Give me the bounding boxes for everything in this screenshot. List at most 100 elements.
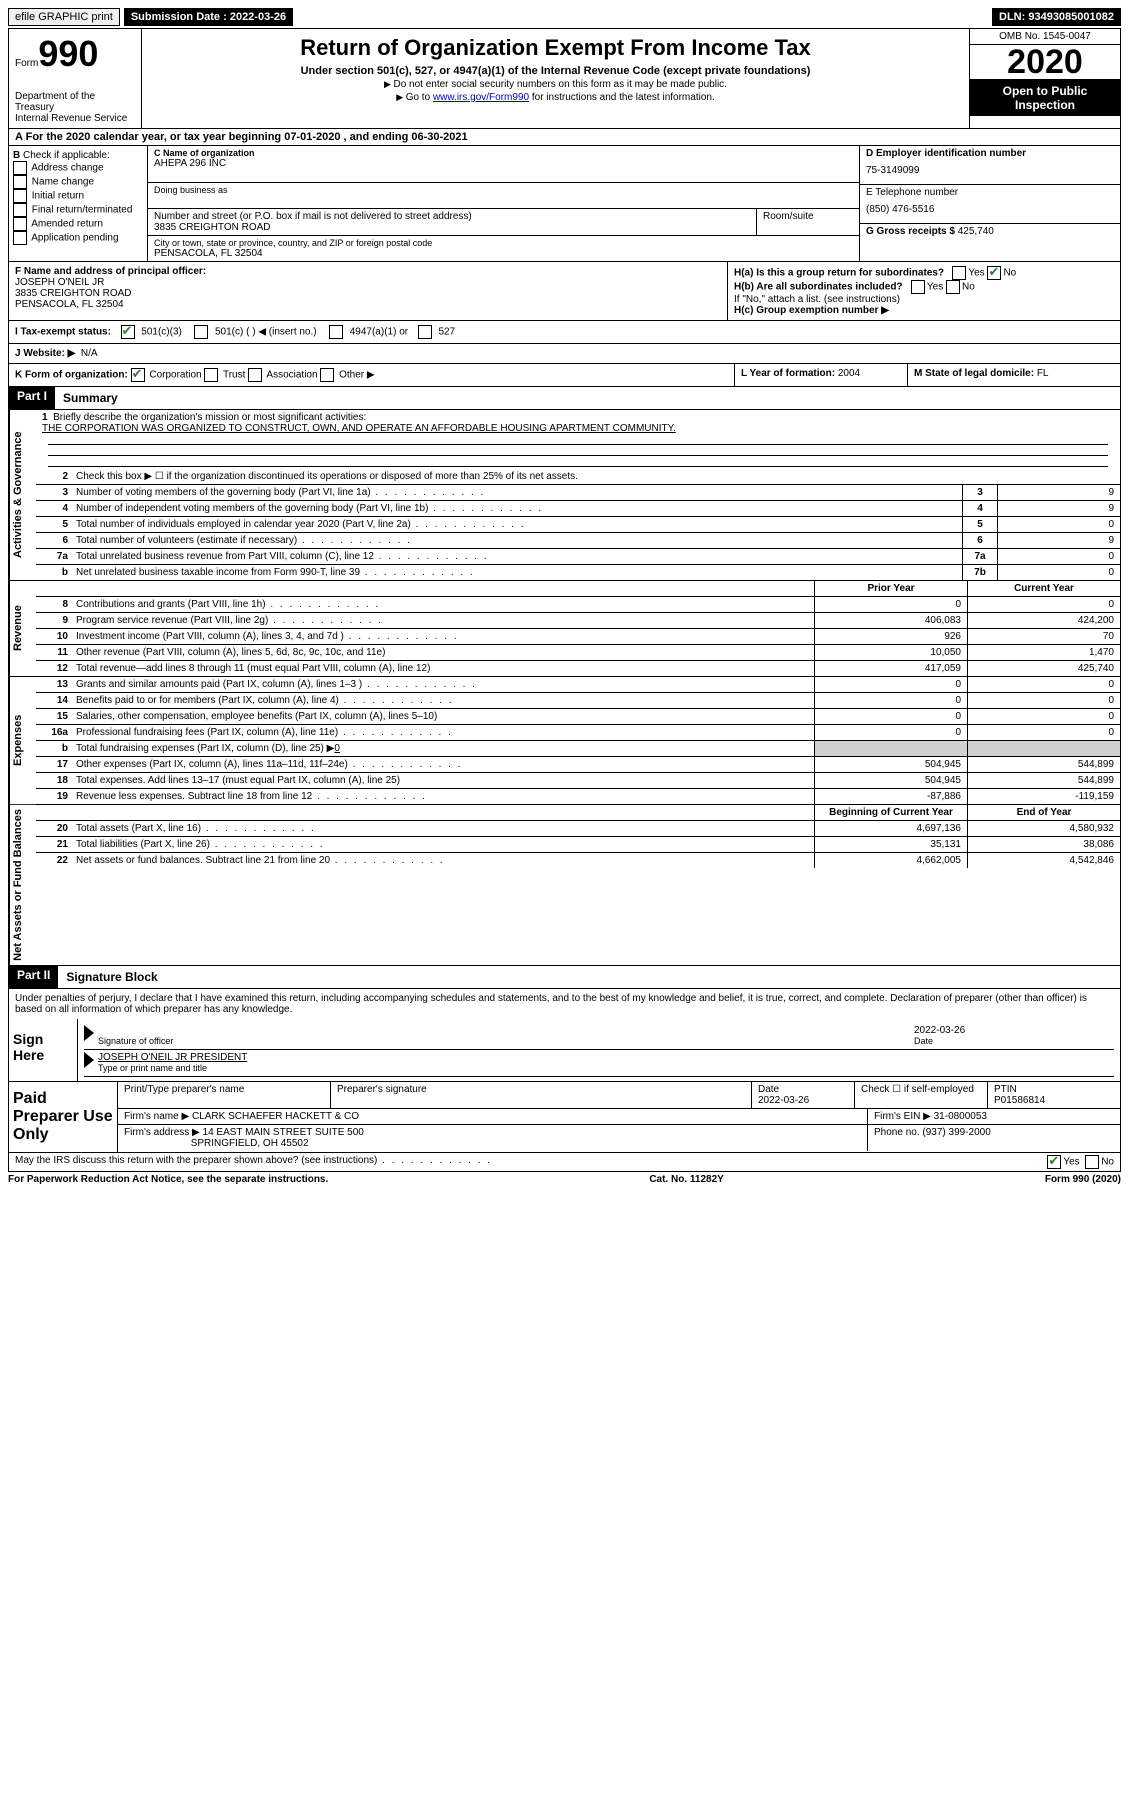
prior-year-hdr: Prior Year	[814, 581, 967, 596]
line5: Total number of individuals employed in …	[72, 517, 962, 532]
address-change-checkbox[interactable]	[13, 161, 27, 175]
p21: 35,131	[814, 837, 967, 852]
line10: Investment income (Part VIII, column (A)…	[72, 629, 814, 644]
form-subtitle: Under section 501(c), 527, or 4947(a)(1)…	[150, 65, 961, 77]
p15: 0	[814, 709, 967, 724]
officer-label: F Name and address of principal officer:	[15, 266, 206, 277]
p19: -87,886	[814, 789, 967, 804]
room-label: Room/suite	[763, 211, 853, 222]
officer-addr2: PENSACOLA, FL 32504	[15, 299, 124, 310]
v4: 9	[997, 501, 1120, 516]
row-i-label: I Tax-exempt status:	[15, 327, 111, 338]
line7b: Net unrelated business taxable income fr…	[72, 565, 962, 580]
discuss-no-checkbox[interactable]	[1085, 1155, 1099, 1169]
opt-501c3: 501(c)(3)	[141, 327, 182, 338]
c17: 544,899	[967, 757, 1120, 772]
org-name: AHEPA 296 INC	[154, 158, 853, 169]
firm-phone-label: Phone no.	[874, 1127, 920, 1138]
ptin-value: P01586814	[994, 1095, 1045, 1106]
cat-no: Cat. No. 11282Y	[649, 1174, 723, 1185]
ha-no-checkbox[interactable]	[987, 266, 1001, 280]
phone-value: (850) 476-5516	[866, 198, 1114, 221]
p13: 0	[814, 677, 967, 692]
header-note2-pre: Go to	[406, 92, 433, 103]
line12: Total revenue—add lines 8 through 11 (mu…	[72, 661, 814, 676]
gross-value: 425,740	[958, 226, 994, 237]
501c3-checkbox[interactable]	[121, 325, 135, 339]
tax-exempt-row: I Tax-exempt status: 501(c)(3) 501(c) ( …	[8, 321, 1121, 344]
line11: Other revenue (Part VIII, column (A), li…	[72, 645, 814, 660]
mission-text: THE CORPORATION WAS ORGANIZED TO CONSTRU…	[42, 423, 676, 434]
sig-date: 2022-03-26	[914, 1025, 965, 1036]
form990-link[interactable]: www.irs.gov/Form990	[433, 92, 529, 103]
l16b-val: 0	[334, 743, 340, 754]
501c-checkbox[interactable]	[194, 325, 208, 339]
trust-checkbox[interactable]	[204, 368, 218, 382]
firm-addr1: 14 EAST MAIN STREET SUITE 500	[203, 1127, 364, 1138]
discuss-yes-checkbox[interactable]	[1047, 1155, 1061, 1169]
firm-name-label: Firm's name ▶	[124, 1111, 189, 1122]
dln: DLN: 93493085001082	[992, 8, 1121, 26]
hb-yes-checkbox[interactable]	[911, 280, 925, 294]
declaration-text: Under penalties of perjury, I declare th…	[9, 989, 1120, 1019]
line2: Check this box ▶ ☐ if the organization d…	[72, 469, 1120, 484]
v5: 0	[997, 517, 1120, 532]
name-change-checkbox[interactable]	[13, 175, 27, 189]
amended-return-checkbox[interactable]	[13, 217, 27, 231]
initial-return-checkbox[interactable]	[13, 189, 27, 203]
firm-addr2: SPRINGFIELD, OH 45502	[191, 1138, 309, 1149]
ha-yes-checkbox[interactable]	[952, 266, 966, 280]
final-return-checkbox[interactable]	[13, 203, 27, 217]
top-bar: efile GRAPHIC print Submission Date : 20…	[8, 8, 1121, 26]
part2-header-row: Part II Signature Block	[8, 966, 1121, 989]
officer-name-title: JOSEPH O'NEIL JR PRESIDENT	[98, 1052, 247, 1063]
line15: Salaries, other compensation, employee b…	[72, 709, 814, 724]
line7a: Total unrelated business revenue from Pa…	[72, 549, 962, 564]
hb-no-checkbox[interactable]	[946, 280, 960, 294]
opt-initial-return: Initial return	[32, 191, 84, 202]
v3: 9	[997, 485, 1120, 500]
efile-label[interactable]: efile GRAPHIC print	[8, 8, 120, 26]
assoc-checkbox[interactable]	[248, 368, 262, 382]
c12: 425,740	[967, 661, 1120, 676]
ein-label: D Employer identification number	[866, 148, 1026, 159]
end-year-hdr: End of Year	[967, 805, 1120, 820]
line17: Other expenses (Part IX, column (A), lin…	[72, 757, 814, 772]
p17: 504,945	[814, 757, 967, 772]
p14: 0	[814, 693, 967, 708]
opt-final-return: Final return/terminated	[32, 205, 133, 216]
form-org-row: K Form of organization: Corporation Trus…	[8, 364, 1121, 387]
org-address: 3835 CREIGHTON ROAD	[154, 222, 750, 233]
form-ref: Form 990 (2020)	[1045, 1174, 1121, 1185]
corp-checkbox[interactable]	[131, 368, 145, 382]
app-pending-checkbox[interactable]	[13, 231, 27, 245]
hc-label: H(c) Group exemption number ▶	[734, 305, 889, 316]
opt-amended-return: Amended return	[31, 219, 103, 230]
line-a: A For the 2020 calendar year, or tax yea…	[8, 129, 1121, 146]
4947-checkbox[interactable]	[329, 325, 343, 339]
sig-officer-label: Signature of officer	[98, 1036, 173, 1046]
line9: Program service revenue (Part VIII, line…	[72, 613, 814, 628]
self-employed-label: Check ☐ if self-employed	[861, 1084, 974, 1095]
opt-name-change: Name change	[32, 177, 94, 188]
c16a: 0	[967, 725, 1120, 740]
sign-here-label: Sign Here	[9, 1019, 78, 1081]
p16a: 0	[814, 725, 967, 740]
other-checkbox[interactable]	[320, 368, 334, 382]
ptin-label: PTIN	[994, 1084, 1017, 1095]
line19: Revenue less expenses. Subtract line 18 …	[72, 789, 814, 804]
527-checkbox[interactable]	[418, 325, 432, 339]
firm-ein: 31-0800053	[934, 1111, 987, 1122]
vtab-revenue: Revenue	[9, 581, 36, 676]
vtab-expenses: Expenses	[9, 677, 36, 804]
begin-year-hdr: Beginning of Current Year	[814, 805, 967, 820]
part1-header-row: Part I Summary	[8, 387, 1121, 410]
part1-title: Summary	[55, 387, 126, 409]
form-label: Form	[15, 58, 38, 69]
current-year-hdr: Current Year	[967, 581, 1120, 596]
form-number: 990	[38, 33, 98, 74]
gross-label: G Gross receipts $	[866, 226, 955, 237]
name-label: C Name of organization	[154, 148, 255, 158]
c20: 4,580,932	[967, 821, 1120, 836]
p12: 417,059	[814, 661, 967, 676]
